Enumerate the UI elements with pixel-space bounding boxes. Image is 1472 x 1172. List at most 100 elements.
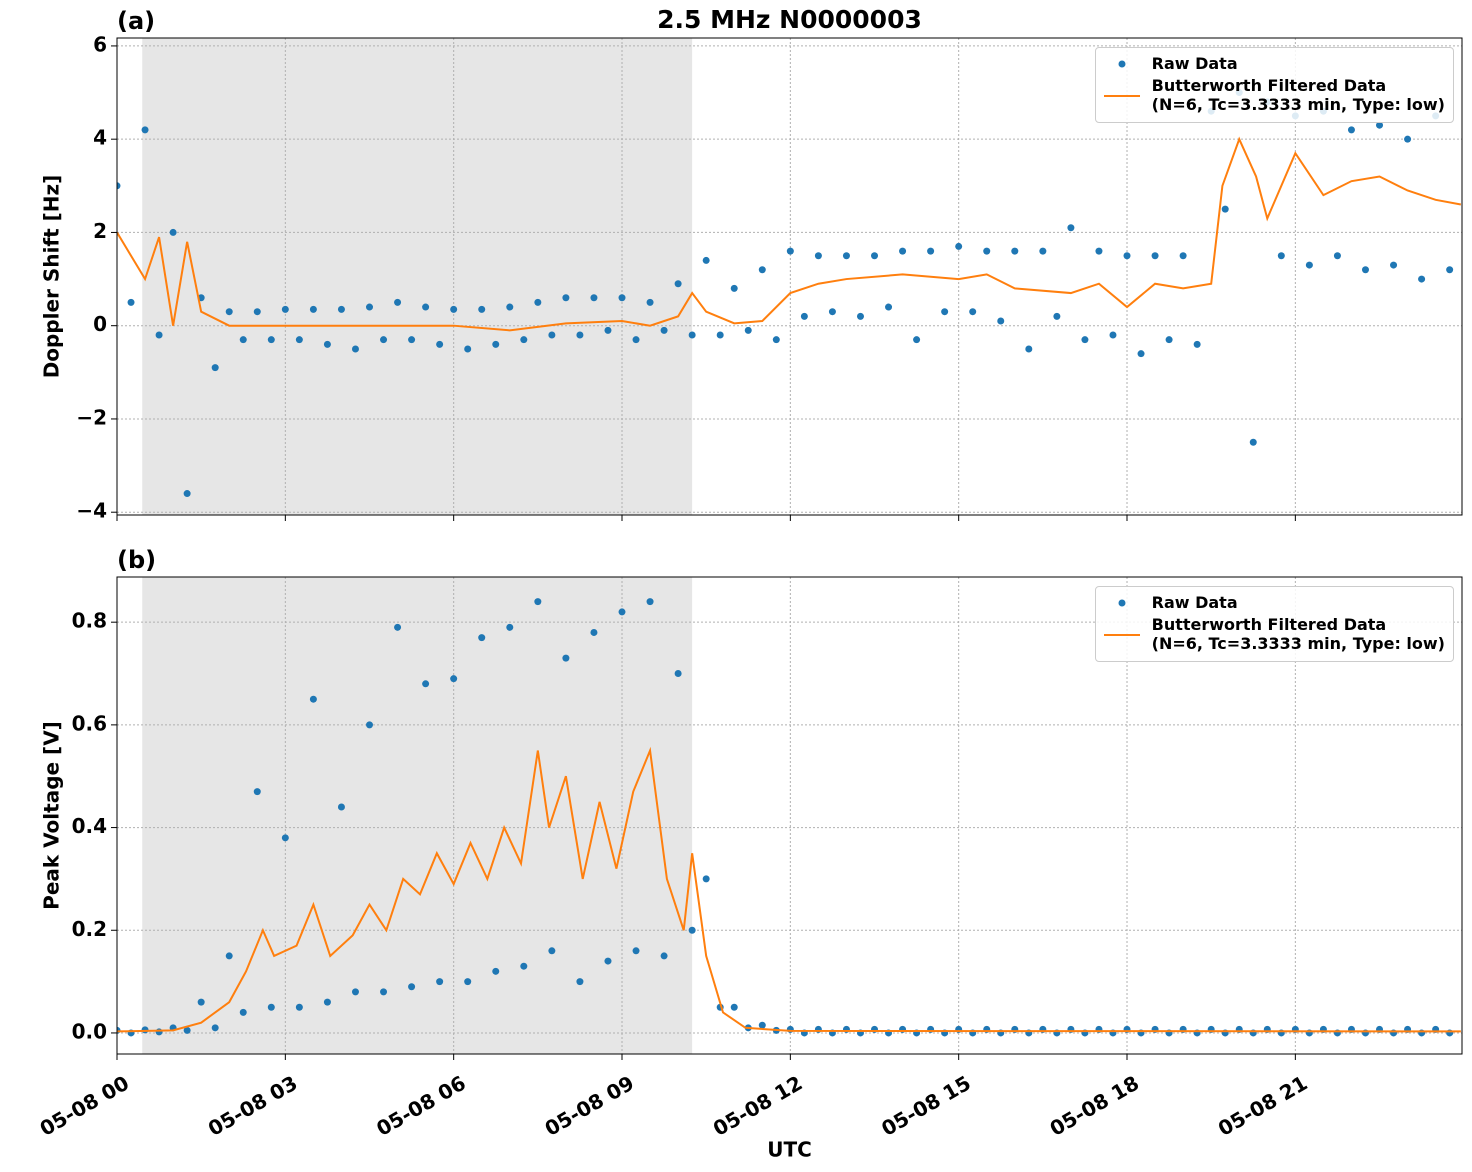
panel-label: (b) [117,546,156,574]
raw-point [562,654,570,662]
raw-point [730,1003,738,1011]
raw-point [646,298,654,306]
raw-point [674,280,682,288]
raw-point [1390,261,1398,269]
raw-point [1011,247,1019,255]
raw-point [380,988,388,996]
raw-point [744,326,752,334]
legend-dot [1118,599,1126,607]
raw-point [478,305,486,313]
raw-point [295,336,303,344]
raw-point [351,345,359,353]
raw-point [281,834,289,842]
legend: Raw Data Butterworth Filtered Data (N=6, … [1094,586,1454,662]
raw-point [590,628,598,636]
raw-point [856,312,864,320]
raw-point [899,247,907,255]
y-tick-label: 0.0 [72,1019,107,1043]
raw-point [913,336,921,344]
raw-point [1179,252,1187,260]
axes-frame [116,37,1463,516]
legend-key [1102,54,1142,74]
raw-point [1039,247,1047,255]
raw-point [786,247,794,255]
raw-point [1137,350,1145,358]
raw-point [548,331,556,339]
raw-point [955,242,963,250]
raw-point [211,364,219,372]
raw-point [267,336,275,344]
x-tick-label: 05-08 21 [1214,1071,1312,1141]
y-tick-label: 0.4 [72,814,107,838]
raw-point [506,623,514,631]
y-tick-label: 0.2 [72,917,107,941]
raw-point [436,340,444,348]
raw-point [758,1021,766,1029]
raw-point [211,1024,219,1032]
raw-point [702,256,710,264]
raw-point [117,182,121,190]
raw-point [408,983,416,991]
raw-point [155,331,163,339]
legend-marker [1103,95,1140,97]
legend-entry: Butterworth Filtered Data (N=6, Tc=3.333… [1102,76,1445,114]
raw-point [842,252,850,260]
raw-point [941,308,949,316]
raw-point [408,336,416,344]
raw-point [800,312,808,320]
raw-point [422,680,430,688]
raw-point [1277,252,1285,260]
raw-point [337,803,345,811]
raw-point [534,598,542,606]
x-tick-label: 05-08 18 [1046,1071,1144,1141]
raw-point [632,336,640,344]
raw-point [323,340,331,348]
legend: Raw Data Butterworth Filtered Data (N=6, … [1094,47,1454,123]
legend-entry: Raw Data [1102,593,1445,613]
raw-point [1221,205,1229,213]
raw-point [1123,252,1131,260]
y-tick-label: 0 [93,312,107,336]
raw-point [394,623,402,631]
y-tick-label: 6 [93,32,107,56]
raw-point [267,1003,275,1011]
legend-marker [1103,634,1140,636]
legend-marker [1118,60,1126,68]
raw-point [604,326,612,334]
chart-title: 2.5 MHz N0000003 [657,5,922,34]
raw-point [309,305,317,313]
legend-label: Butterworth Filtered Data (N=6, Tc=3.333… [1151,615,1445,653]
raw-point [604,957,612,965]
y-tick-label: 0.6 [72,711,107,735]
plot-area [117,598,1461,1037]
x-tick-label: 05-08 15 [877,1071,975,1141]
raw-point [1193,340,1201,348]
raw-point [772,336,780,344]
y-tick-label: 4 [93,126,107,150]
raw-point [478,634,486,642]
legend-key [1102,615,1142,636]
raw-point [380,336,388,344]
y-tick-label: −2 [76,405,107,429]
x-axis-label: UTC [767,1138,812,1162]
raw-point [1404,135,1412,143]
raw-point [814,252,822,260]
raw-point [1081,336,1089,344]
raw-point [1025,345,1033,353]
raw-point [366,303,374,311]
raw-point [1347,126,1355,134]
y-tick-label: 0.8 [72,609,107,633]
raw-point [927,247,935,255]
raw-point [337,305,345,313]
raw-point [646,598,654,606]
legend-dot [1118,60,1126,68]
filtered-line [117,136,1462,332]
raw-point [450,675,458,683]
x-tick-label: 05-08 12 [709,1071,807,1141]
x-tick-label: 05-08 06 [372,1071,470,1141]
raw-point [730,284,738,292]
raw-point [141,126,149,134]
raw-point [688,331,696,339]
